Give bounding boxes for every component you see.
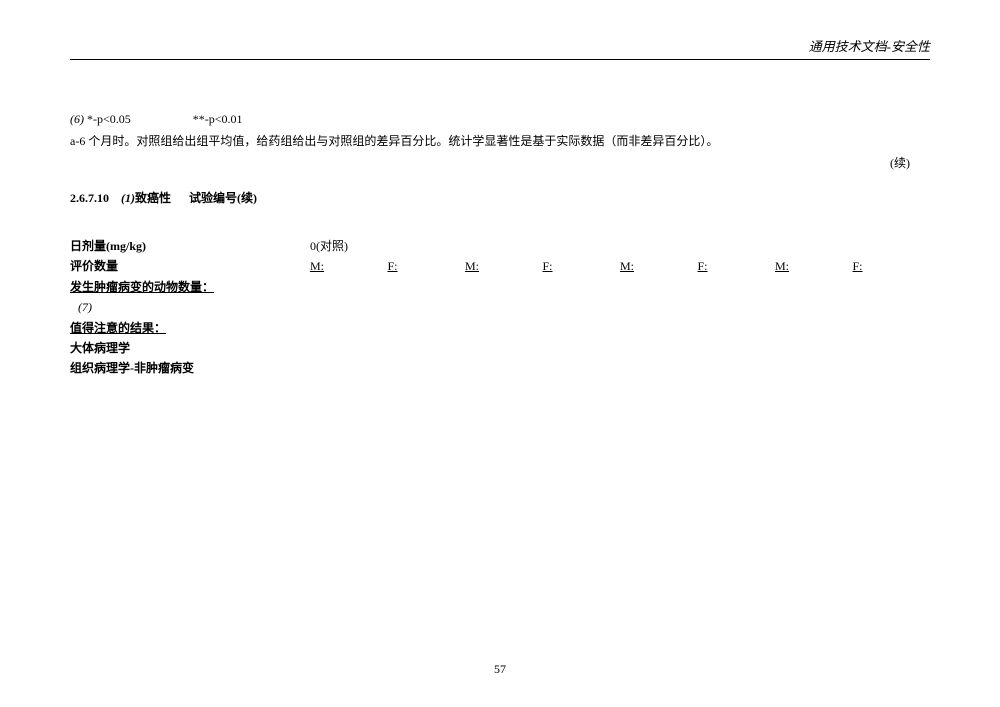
table-row: 值得注意的结果： xyxy=(70,318,930,338)
section-title-text: 致癌性 xyxy=(135,191,171,205)
table-row: 评价数量 M: F: M: F: M: F: M: F: xyxy=(70,256,930,276)
row-label-pathology: 大体病理学 xyxy=(70,338,310,358)
data-cells: M: F: M: F: M: F: M: F: xyxy=(310,256,930,276)
row-label-count: 评价数量 xyxy=(70,256,310,276)
note-part1: *-p<0.05 xyxy=(87,112,131,126)
data-cell: M: xyxy=(465,256,543,276)
continued-text: (续) xyxy=(890,156,910,170)
page-header: 通用技术文档-安全性 xyxy=(70,36,930,60)
note-prefix: (6) xyxy=(70,112,84,126)
row-label-dose: 日剂量(mg/kg) xyxy=(70,236,310,256)
data-cell: M: xyxy=(310,256,388,276)
data-cell: F: xyxy=(543,256,621,276)
section-number: 2.6.7.10 xyxy=(70,191,109,205)
note-line-2: a-6 个月时。对照组给出组平均值，给药组给出与对照组的差异百分比。统计学显著性… xyxy=(70,132,930,150)
data-cell: F: xyxy=(388,256,466,276)
note-part2: **-p<0.01 xyxy=(193,112,243,126)
table-row: 组织病理学-非肿瘤病变 xyxy=(70,358,930,378)
row-label-histopathology: 组织病理学-非肿瘤病变 xyxy=(70,358,310,378)
table-row: 发生肿瘤病变的动物数量： xyxy=(70,277,930,297)
page-number: 57 xyxy=(0,662,1000,677)
table-row: 大体病理学 xyxy=(70,338,930,358)
section-subtitle: 试验编号(续) xyxy=(189,191,257,205)
data-cell: M: xyxy=(620,256,698,276)
row-label-notable: 值得注意的结果： xyxy=(70,318,310,338)
table-row: (7) xyxy=(70,297,930,317)
document-page: 通用技术文档-安全性 (6) *-p<0.05 **-p<0.01 a-6 个月… xyxy=(0,0,1000,707)
data-cell: F: xyxy=(853,256,931,276)
section-subnumber: (1) xyxy=(121,191,135,205)
data-table: 日剂量(mg/kg) 0(对照) 评价数量 M: F: M: F: M: F: … xyxy=(70,236,930,379)
data-cell: F: xyxy=(698,256,776,276)
page-number-text: 57 xyxy=(494,662,506,676)
continued-marker: (续) xyxy=(70,154,930,171)
header-text: 通用技术文档-安全性 xyxy=(809,39,930,54)
section-title: 2.6.7.10 (1)致癌性 试验编号(续) xyxy=(70,189,930,206)
data-cell: M: xyxy=(775,256,853,276)
table-row: 日剂量(mg/kg) 0(对照) xyxy=(70,236,930,256)
row-label-seven: (7) xyxy=(70,297,310,317)
data-cell-control: 0(对照) xyxy=(310,236,410,256)
note-text-2: a-6 个月时。对照组给出组平均值，给药组给出与对照组的差异百分比。统计学显著性… xyxy=(70,134,718,148)
row-label-tumor-animals: 发生肿瘤病变的动物数量： xyxy=(70,277,310,297)
note-line-1: (6) *-p<0.05 **-p<0.01 xyxy=(70,110,930,128)
